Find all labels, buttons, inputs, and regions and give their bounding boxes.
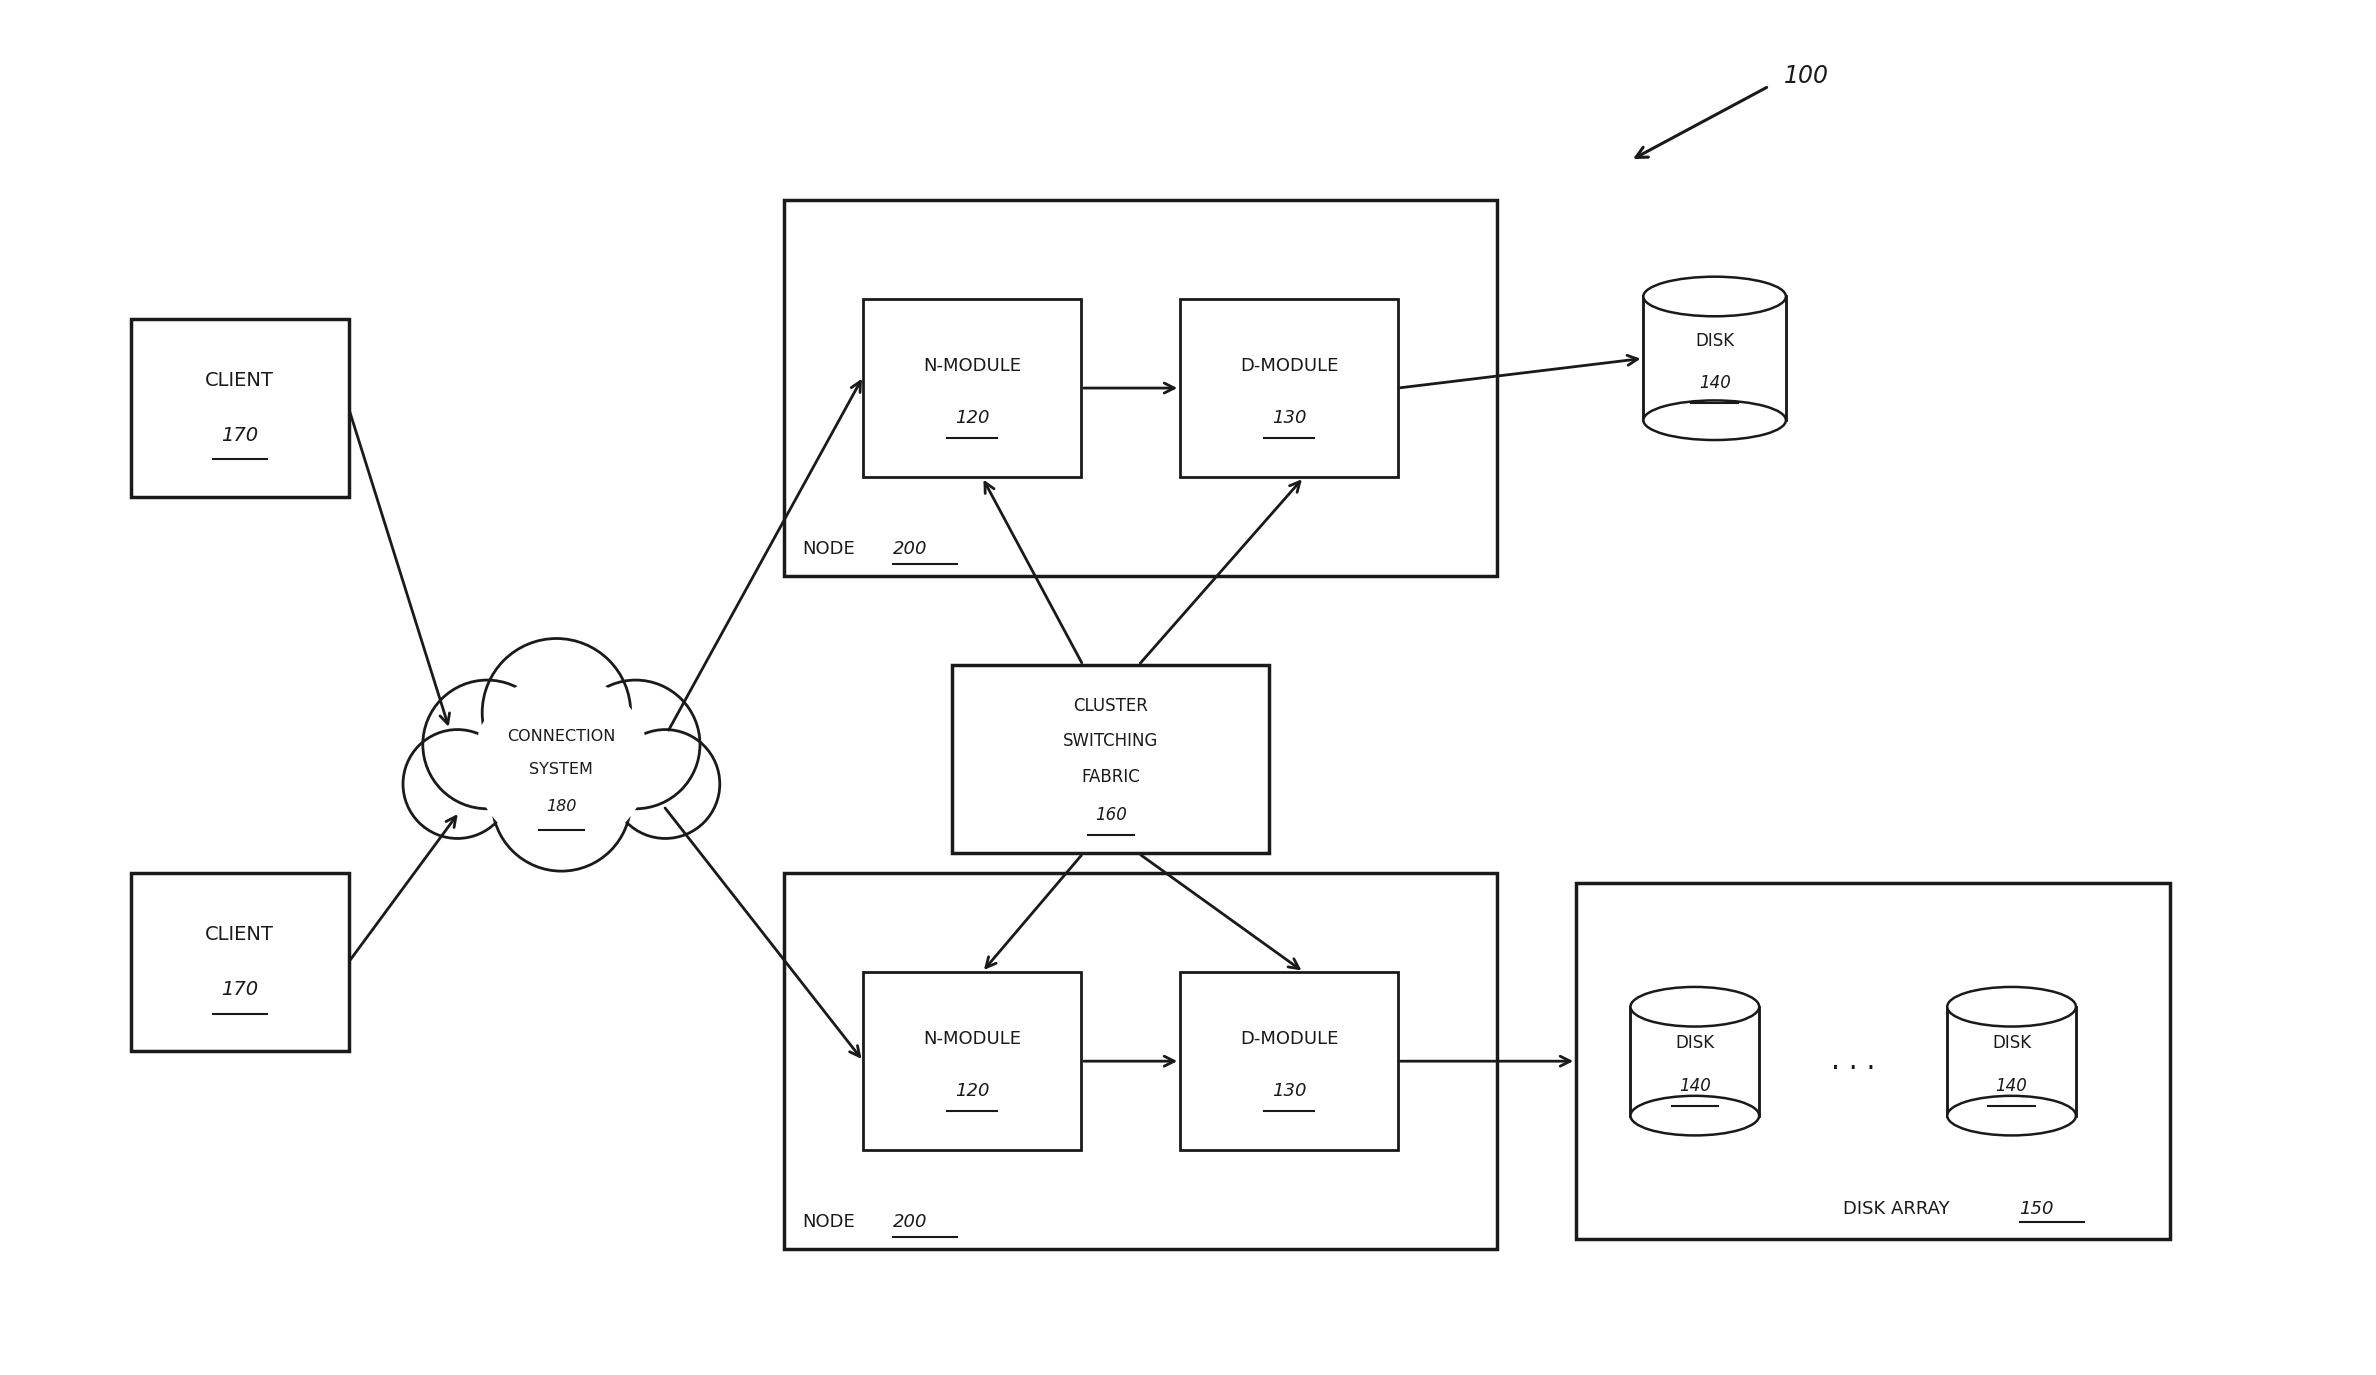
Text: N-MODULE: N-MODULE [924,1030,1022,1048]
Circle shape [475,675,649,850]
Text: 170: 170 [221,426,259,446]
Text: DISK: DISK [1694,331,1734,349]
Circle shape [570,681,701,808]
Text: NODE: NODE [803,540,855,558]
Text: 150: 150 [2020,1199,2053,1218]
Text: 200: 200 [893,1214,927,1232]
Circle shape [404,730,511,839]
Text: 120: 120 [955,1082,988,1100]
Text: N-MODULE: N-MODULE [924,358,1022,375]
Ellipse shape [1630,1096,1758,1136]
Text: DISK: DISK [1675,1034,1715,1052]
Text: 140: 140 [1699,374,1730,392]
FancyBboxPatch shape [1644,297,1787,421]
Text: 140: 140 [1680,1077,1711,1094]
Text: 200: 200 [893,540,927,558]
Text: D-MODULE: D-MODULE [1240,358,1338,375]
Text: 130: 130 [1271,1082,1307,1100]
Circle shape [482,638,630,786]
Text: CONNECTION: CONNECTION [506,729,615,744]
Text: 120: 120 [955,408,988,426]
Text: 170: 170 [221,980,259,1000]
Ellipse shape [1948,1096,2077,1136]
Ellipse shape [1644,400,1787,440]
FancyBboxPatch shape [862,298,1081,477]
FancyBboxPatch shape [862,972,1081,1151]
Text: SYSTEM: SYSTEM [530,762,594,777]
FancyBboxPatch shape [1181,298,1397,477]
FancyBboxPatch shape [784,199,1497,576]
Circle shape [492,733,630,872]
Text: FABRIC: FABRIC [1081,769,1140,786]
Ellipse shape [1630,987,1758,1027]
Text: CLIENT: CLIENT [204,925,273,945]
FancyBboxPatch shape [953,666,1269,854]
Circle shape [611,730,720,839]
FancyBboxPatch shape [131,873,349,1052]
Text: DISK ARRAY: DISK ARRAY [1844,1199,1951,1218]
Text: NODE: NODE [803,1214,855,1232]
Text: D-MODULE: D-MODULE [1240,1030,1338,1048]
Text: 130: 130 [1271,408,1307,426]
Text: . . .: . . . [1832,1048,1875,1075]
Text: DISK: DISK [1991,1034,2031,1052]
Text: 180: 180 [546,799,577,814]
FancyBboxPatch shape [1630,1006,1758,1115]
Text: 100: 100 [1784,65,1830,88]
Ellipse shape [1948,987,2077,1027]
Text: 140: 140 [1996,1077,2027,1094]
FancyBboxPatch shape [1575,883,2169,1239]
FancyBboxPatch shape [1181,972,1397,1151]
FancyBboxPatch shape [131,319,349,496]
FancyBboxPatch shape [784,873,1497,1250]
Ellipse shape [1644,276,1787,316]
Text: 160: 160 [1095,806,1126,824]
Circle shape [423,681,551,808]
FancyBboxPatch shape [1948,1006,2077,1115]
Text: CLUSTER: CLUSTER [1074,697,1148,715]
Text: CLIENT: CLIENT [204,371,273,389]
Text: SWITCHING: SWITCHING [1062,733,1159,751]
